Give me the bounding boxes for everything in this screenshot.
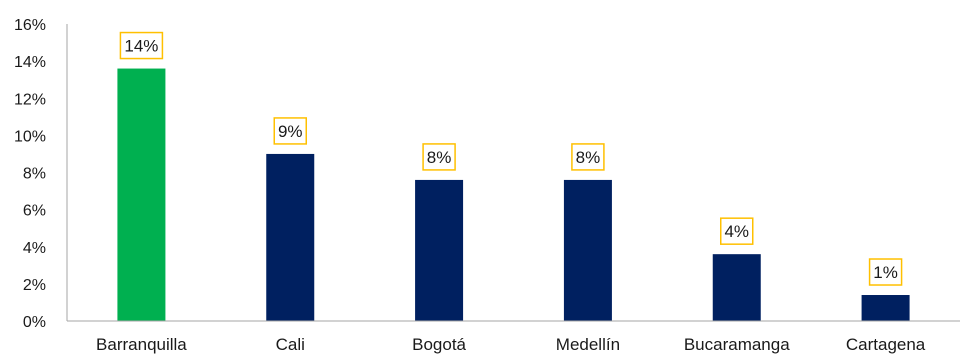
- data-label: 8%: [427, 148, 452, 167]
- data-label: 9%: [278, 122, 303, 141]
- y-tick-label: 4%: [23, 240, 46, 257]
- y-tick-label: 14%: [14, 54, 46, 71]
- bar-bogotá: [415, 179, 464, 321]
- bar-cali: [266, 153, 315, 321]
- bar-cartagena: [861, 295, 910, 321]
- data-label: 1%: [873, 263, 898, 282]
- data-label: 8%: [576, 148, 601, 167]
- x-tick-label: Cali: [276, 335, 305, 354]
- data-label-box: [422, 143, 456, 171]
- x-axis: Barranquilla Cali Bogotá Medellín Bucaramang…: [67, 320, 960, 354]
- y-tick-label: 12%: [14, 91, 46, 108]
- data-label: 4%: [724, 222, 749, 241]
- x-tick-label: Barranquilla: [96, 335, 187, 354]
- data-label-box: [273, 117, 307, 145]
- bar-medellín: [563, 179, 612, 321]
- y-tick-label: 0%: [23, 314, 46, 331]
- data-labels: 14% 9% 8% 8% 4% 1%: [119, 31, 903, 286]
- data-label-box: [119, 31, 164, 60]
- y-tick-label: 2%: [23, 277, 46, 294]
- y-tick-label: 16%: [14, 17, 46, 34]
- x-tick-label: Cartagena: [846, 335, 926, 354]
- data-label: 14%: [124, 37, 158, 56]
- data-label-box: [720, 217, 754, 245]
- y-tick-label: 8%: [23, 166, 46, 183]
- data-label-box: [571, 143, 605, 171]
- x-tick-label: Bucaramanga: [684, 335, 790, 354]
- data-label-box: [868, 258, 903, 286]
- x-tick-label: Medellín: [556, 335, 620, 354]
- y-tick-label: 10%: [14, 128, 46, 145]
- bar-series: [117, 68, 910, 321]
- y-tick-label: 6%: [23, 203, 46, 220]
- bar-barranquilla: [117, 68, 166, 321]
- y-axis: 0% 2% 4% 6% 8% 10% 12% 14% 16%: [14, 17, 68, 331]
- x-tick-label: Bogotá: [412, 335, 466, 354]
- bar-bucaramanga: [712, 254, 761, 321]
